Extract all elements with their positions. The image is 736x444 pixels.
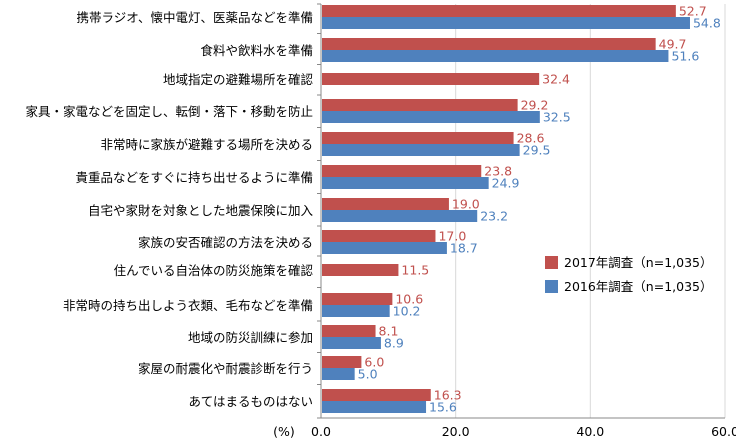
category-label-3: 家具・家電などを固定し、転倒・落下・移動を防止 — [25, 104, 313, 119]
x-tick-label-1: 20.0 — [442, 424, 470, 439]
legend-label-1: 2016年調査（n=1,035） — [564, 279, 713, 294]
x-axis-unit-label: (%) — [273, 424, 295, 439]
bar-2017-8 — [322, 264, 399, 276]
x-tick-label-0: 0.0 — [311, 424, 331, 439]
x-tick-label-2: 40.0 — [576, 424, 604, 439]
legend-swatch-0 — [545, 256, 558, 269]
category-label-11: 家屋の耐震化や耐震診断を行う — [138, 361, 313, 376]
data-label-2016-11: 5.0 — [358, 367, 378, 382]
data-label-2016-12: 15.6 — [429, 400, 457, 415]
bar-2016-5 — [322, 177, 489, 189]
legend-swatch-1 — [545, 280, 558, 293]
data-label-2016-7: 18.7 — [450, 241, 478, 256]
legend-label-0: 2017年調査（n=1,035） — [564, 255, 713, 270]
data-label-2016-6: 23.2 — [480, 209, 508, 224]
data-label-2016-1: 51.6 — [671, 49, 699, 64]
bar-2017-4 — [322, 132, 514, 144]
data-label-2017-1: 49.7 — [659, 37, 687, 52]
bar-2017-7 — [322, 230, 436, 242]
bar-2016-0 — [322, 17, 690, 29]
bar-2016-10 — [322, 337, 381, 349]
data-label-2017-5: 23.8 — [484, 164, 512, 179]
category-label-6: 自宅や家財を対象とした地震保険に加入 — [88, 203, 314, 218]
category-label-0: 携帯ラジオ、懐中電灯、医薬品などを準備 — [76, 10, 313, 25]
data-label-2017-12: 16.3 — [434, 388, 462, 403]
data-label-2017-3: 29.2 — [521, 98, 549, 113]
bar-2017-1 — [322, 38, 656, 50]
data-label-2017-7: 17.0 — [438, 229, 466, 244]
category-label-12: あてはまるものはない — [188, 394, 313, 409]
bar-2016-7 — [322, 242, 447, 254]
bar-2016-9 — [322, 305, 390, 317]
bar-2016-3 — [322, 111, 540, 123]
bar-2017-10 — [322, 325, 376, 337]
data-label-2017-9: 10.6 — [395, 292, 423, 307]
category-label-10: 地域の防災訓練に参加 — [188, 330, 313, 345]
bar-2017-9 — [322, 293, 393, 305]
category-label-7: 家族の安否確認の方法を決める — [138, 235, 313, 250]
data-label-2017-8: 11.5 — [401, 263, 429, 278]
data-label-2016-5: 24.9 — [492, 176, 520, 191]
bar-2016-6 — [322, 210, 478, 222]
category-label-8: 住んでいる自治体の防災施策を確認 — [114, 263, 314, 278]
data-label-2016-4: 29.5 — [523, 143, 551, 158]
data-label-2016-0: 54.8 — [693, 16, 721, 31]
category-label-1: 食料や飲料水を準備 — [200, 43, 313, 58]
bar-2017-0 — [322, 5, 676, 17]
category-label-2: 地域指定の避難場所を確認 — [163, 72, 314, 87]
data-label-2017-11: 6.0 — [364, 355, 384, 370]
bar-2017-6 — [322, 198, 449, 210]
category-label-4: 非常時に家族が避難する場所を決める — [100, 137, 313, 152]
category-label-9: 非常時の持ち出しよう衣類、毛布などを準備 — [63, 298, 313, 313]
category-label-5: 貴重品などをすぐに持ち出せるように準備 — [75, 170, 313, 185]
bar-2016-4 — [322, 144, 520, 156]
data-label-2017-2: 32.4 — [542, 72, 570, 87]
bar-2017-5 — [322, 165, 482, 177]
bar-2017-12 — [322, 389, 431, 401]
bar-2017-11 — [322, 356, 362, 368]
bar-2016-11 — [322, 368, 355, 380]
x-tick-label-3: 60.0 — [711, 424, 736, 439]
data-label-2017-10: 8.1 — [379, 324, 399, 339]
bar-2017-2 — [322, 73, 540, 85]
data-label-2017-6: 19.0 — [452, 197, 480, 212]
data-label-2016-9: 10.2 — [393, 304, 421, 319]
data-label-2016-3: 32.5 — [543, 110, 571, 125]
data-label-2017-0: 52.7 — [679, 4, 707, 19]
bar-2016-12 — [322, 401, 427, 413]
data-label-2017-4: 28.6 — [517, 131, 545, 146]
bar-2016-1 — [322, 50, 669, 62]
bar-2017-3 — [322, 99, 518, 111]
data-label-2016-10: 8.9 — [384, 336, 404, 351]
